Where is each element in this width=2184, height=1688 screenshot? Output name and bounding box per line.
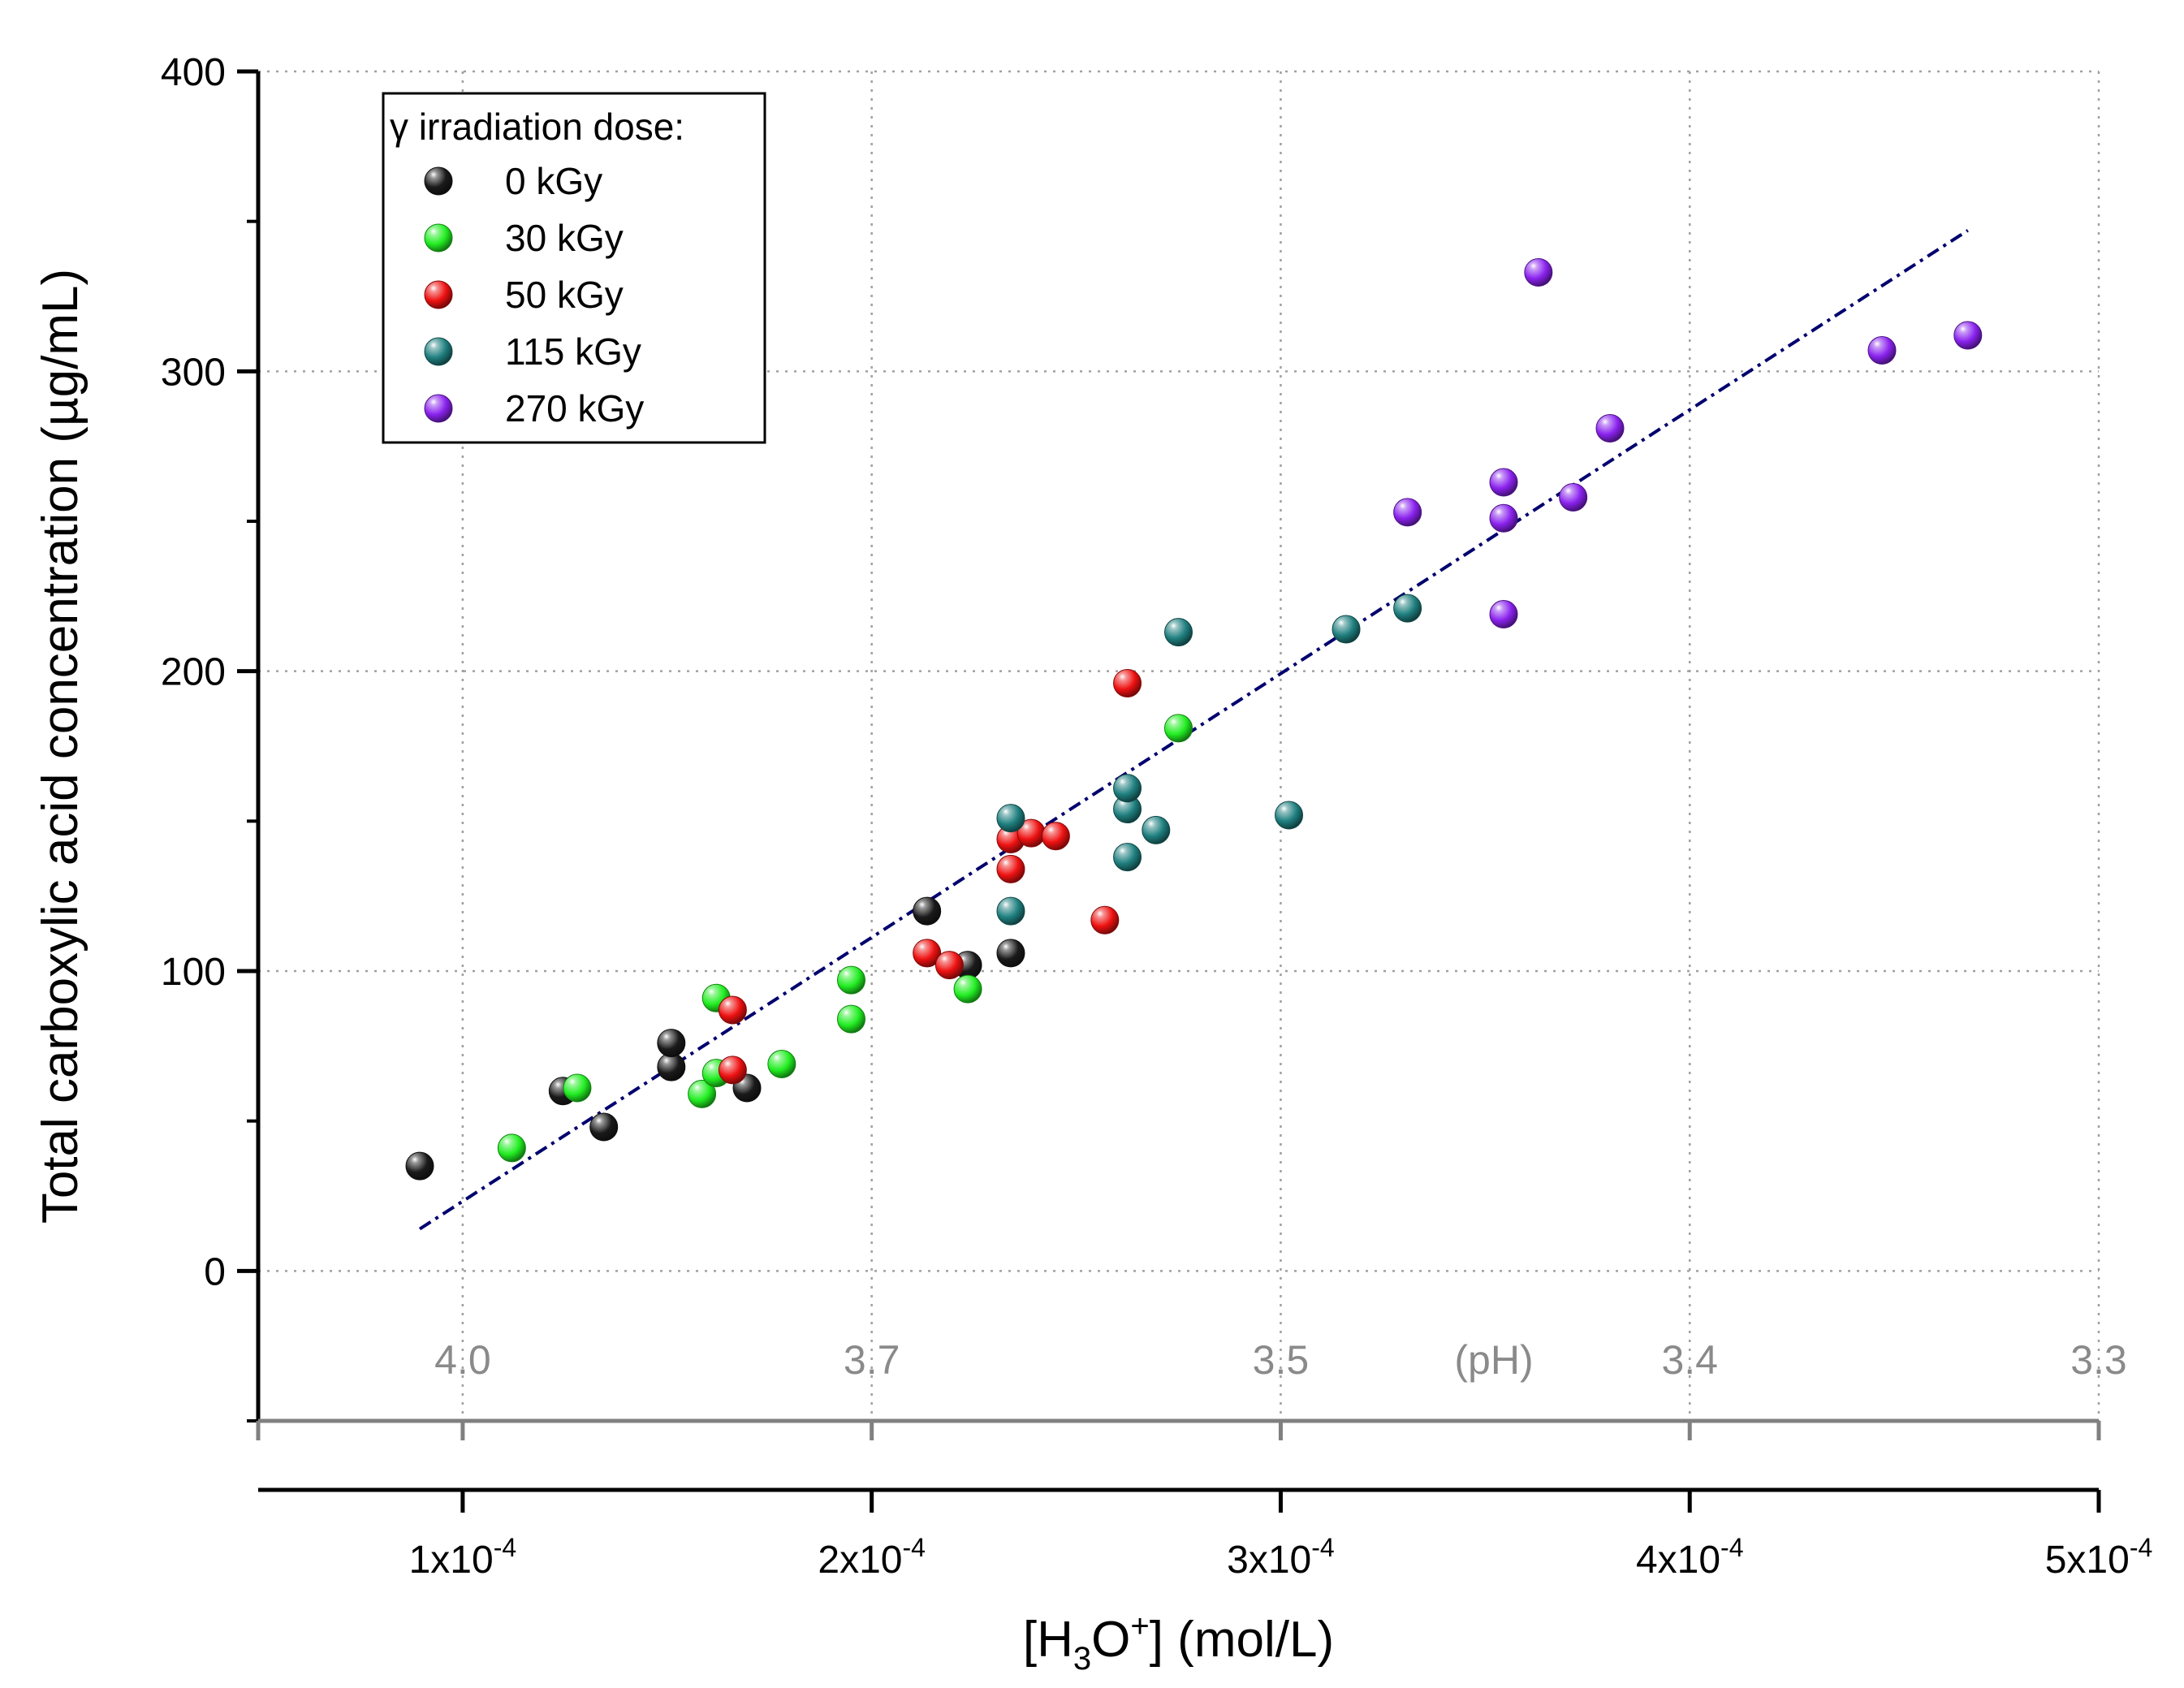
data-point (1041, 822, 1070, 851)
legend-label: 0 kGy (505, 160, 602, 202)
legend-marker (424, 166, 453, 196)
data-point (1595, 414, 1625, 443)
ph-tick-label: 3.5 (1253, 1337, 1310, 1383)
legend-marker (424, 223, 453, 253)
data-point (1393, 594, 1422, 623)
axes (237, 69, 2101, 1513)
legend-label: 30 kGy (505, 217, 624, 259)
data-point (1113, 843, 1142, 872)
ph-tick-label: 3.4 (1661, 1337, 1718, 1383)
data-point (405, 1151, 434, 1181)
x-tick-label: 1x10-4 (409, 1533, 517, 1582)
data-point (1489, 468, 1518, 497)
ph-axis-title: (pH) (1454, 1337, 1533, 1383)
data-point (1393, 498, 1422, 527)
y-axis-title: Total carboxylic acid concentration (µg/… (32, 269, 88, 1224)
y-tick-label: 0 (204, 1250, 226, 1293)
data-point (657, 1052, 686, 1081)
data-point (1489, 599, 1518, 628)
legend-marker (424, 337, 453, 366)
data-point (1332, 615, 1361, 644)
data-points (405, 257, 1983, 1181)
data-point (1275, 801, 1304, 830)
data-point (913, 939, 942, 968)
y-tick-label: 400 (161, 51, 226, 94)
data-point (836, 965, 865, 995)
data-point (836, 1004, 865, 1034)
legend-label: 270 kGy (505, 387, 644, 430)
data-point (953, 974, 982, 1004)
data-point (718, 995, 747, 1025)
data-point (996, 854, 1025, 883)
data-point (1953, 321, 1983, 350)
x-axis-title: [H3O+] (mol/L) (1023, 1608, 1334, 1677)
data-point (996, 896, 1025, 926)
legend-title: γ irradiation dose: (390, 106, 684, 148)
ph-tick-label: 3.7 (844, 1337, 900, 1383)
data-point (996, 939, 1025, 968)
data-point (589, 1112, 619, 1142)
axis-labels: 0 100 200 300 400 4.0 3.7 3.5 3.4 3.3 (pH) 1x10-4 2x… (32, 51, 2152, 1677)
x-tick-label: 2x10-4 (818, 1533, 926, 1582)
y-tick-label: 100 (161, 951, 226, 994)
data-point (1164, 618, 1193, 647)
data-point (767, 1049, 796, 1078)
data-point (1113, 668, 1142, 697)
legend: γ irradiation dose: 0 kGy 30 kGy 50 kGy 115 … (382, 92, 766, 444)
data-point (934, 951, 964, 980)
ph-tick-label: 3.3 (2070, 1337, 2127, 1383)
legend-label: 50 kGy (505, 274, 624, 316)
legend-box (382, 92, 766, 444)
legend-label: 115 kGy (505, 330, 641, 373)
data-point (1867, 335, 1897, 365)
data-point (1090, 905, 1120, 935)
data-point (497, 1133, 526, 1163)
data-point (688, 1079, 717, 1108)
data-point (563, 1073, 592, 1103)
x-tick-label: 5x10-4 (2045, 1533, 2153, 1582)
data-point (1489, 503, 1518, 533)
y-tick-label: 300 (161, 351, 226, 394)
legend-marker (424, 394, 453, 423)
data-point (657, 1029, 686, 1058)
data-point (718, 1056, 747, 1085)
legend-marker (424, 280, 453, 309)
data-point (1142, 815, 1171, 844)
ph-tick-label: 4.0 (434, 1337, 491, 1383)
data-point (996, 804, 1025, 833)
x-tick-label: 3x10-4 (1227, 1533, 1335, 1582)
x-tick-label: 4x10-4 (1636, 1533, 1744, 1582)
data-point (913, 896, 942, 926)
data-point (1164, 714, 1193, 743)
data-point (1524, 257, 1553, 287)
data-point (1559, 482, 1588, 512)
y-tick-label: 200 (161, 651, 226, 694)
data-point (1113, 774, 1142, 803)
